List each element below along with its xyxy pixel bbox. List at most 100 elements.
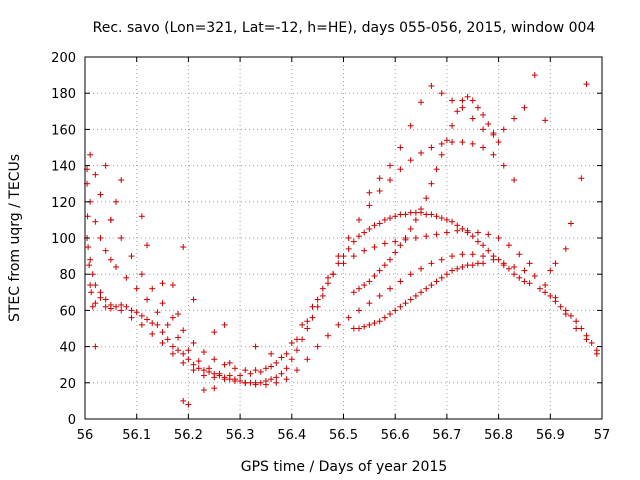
data-point (361, 229, 368, 236)
data-point (85, 244, 92, 251)
data-point (200, 372, 207, 379)
data-point (412, 216, 419, 223)
data-point (464, 262, 471, 269)
y-tick-label: 80 (59, 268, 76, 283)
y-axis-title: STEC from uqrg / TECUs (7, 154, 23, 322)
data-point (123, 274, 130, 281)
data-point (402, 300, 409, 307)
data-point (392, 249, 399, 256)
data-point (128, 314, 135, 321)
data-point (366, 225, 373, 232)
data-point (505, 242, 512, 249)
data-point (319, 285, 326, 292)
y-tick-label: 180 (51, 87, 76, 102)
data-point (387, 256, 394, 263)
data-point (418, 265, 425, 272)
data-point (371, 244, 378, 251)
data-point (356, 285, 363, 292)
data-point (283, 365, 290, 372)
data-point (268, 376, 275, 383)
data-point (226, 359, 233, 366)
data-point (521, 267, 528, 274)
data-point (350, 238, 357, 245)
data-point (397, 303, 404, 310)
data-point (304, 318, 311, 325)
data-point (128, 253, 135, 260)
data-point (469, 97, 476, 104)
data-point (123, 303, 130, 310)
data-point (262, 365, 269, 372)
data-point (154, 309, 161, 316)
data-point (423, 285, 430, 292)
y-tick-label: 160 (51, 123, 76, 138)
data-point (288, 339, 295, 346)
data-point (195, 358, 202, 365)
data-point (495, 139, 502, 146)
data-point (159, 329, 166, 336)
y-tick-label: 140 (51, 160, 76, 175)
data-point (180, 359, 187, 366)
data-point (387, 285, 394, 292)
data-point (567, 312, 574, 319)
data-point (407, 157, 414, 164)
data-point (387, 177, 394, 184)
data-point (102, 162, 109, 169)
data-point (247, 379, 254, 386)
data-point (107, 216, 114, 223)
data-point (144, 296, 151, 303)
data-point (211, 356, 218, 363)
data-point (324, 274, 331, 281)
data-point (180, 350, 187, 357)
data-point (97, 294, 104, 301)
data-point (376, 267, 383, 274)
data-point (500, 162, 507, 169)
data-point (511, 115, 518, 122)
data-point (252, 343, 259, 350)
data-point (144, 316, 151, 323)
data-point (402, 211, 409, 218)
data-point (438, 90, 445, 97)
data-point (138, 321, 145, 328)
data-point (324, 332, 331, 339)
data-point (149, 320, 156, 327)
data-point (490, 151, 497, 158)
data-point (304, 356, 311, 363)
data-point (221, 321, 228, 328)
data-point (469, 140, 476, 147)
data-point (573, 325, 580, 332)
data-point (335, 321, 342, 328)
y-tick-label: 100 (51, 232, 76, 247)
data-point (459, 263, 466, 270)
data-point (449, 218, 456, 225)
x-tick-label: 57 (594, 428, 611, 443)
data-point (412, 292, 419, 299)
data-point (304, 325, 311, 332)
data-point (278, 354, 285, 361)
data-point (583, 81, 590, 88)
data-point (340, 253, 347, 260)
axis-ticks: 56 56.1 56.2 56.3 56.4 56.5 56.6 56.7 56.8 56.9 57… (51, 51, 610, 443)
data-point (87, 151, 94, 158)
data-point (438, 140, 445, 147)
data-point (154, 321, 161, 328)
data-point (226, 372, 233, 379)
data-point (133, 285, 140, 292)
data-point (418, 206, 425, 213)
grid (85, 57, 602, 419)
data-point (433, 278, 440, 285)
data-point (526, 260, 533, 267)
y-tick-label: 0 (68, 413, 76, 428)
data-point (92, 218, 99, 225)
data-point (469, 233, 476, 240)
data-point (252, 367, 259, 374)
data-point (366, 202, 373, 209)
data-point (371, 273, 378, 280)
data-point (500, 260, 507, 267)
data-point (314, 296, 321, 303)
data-point (495, 235, 502, 241)
data-point (356, 233, 363, 240)
data-point (480, 111, 487, 118)
data-point (381, 216, 388, 223)
data-point (356, 216, 363, 223)
data-point (309, 314, 316, 321)
